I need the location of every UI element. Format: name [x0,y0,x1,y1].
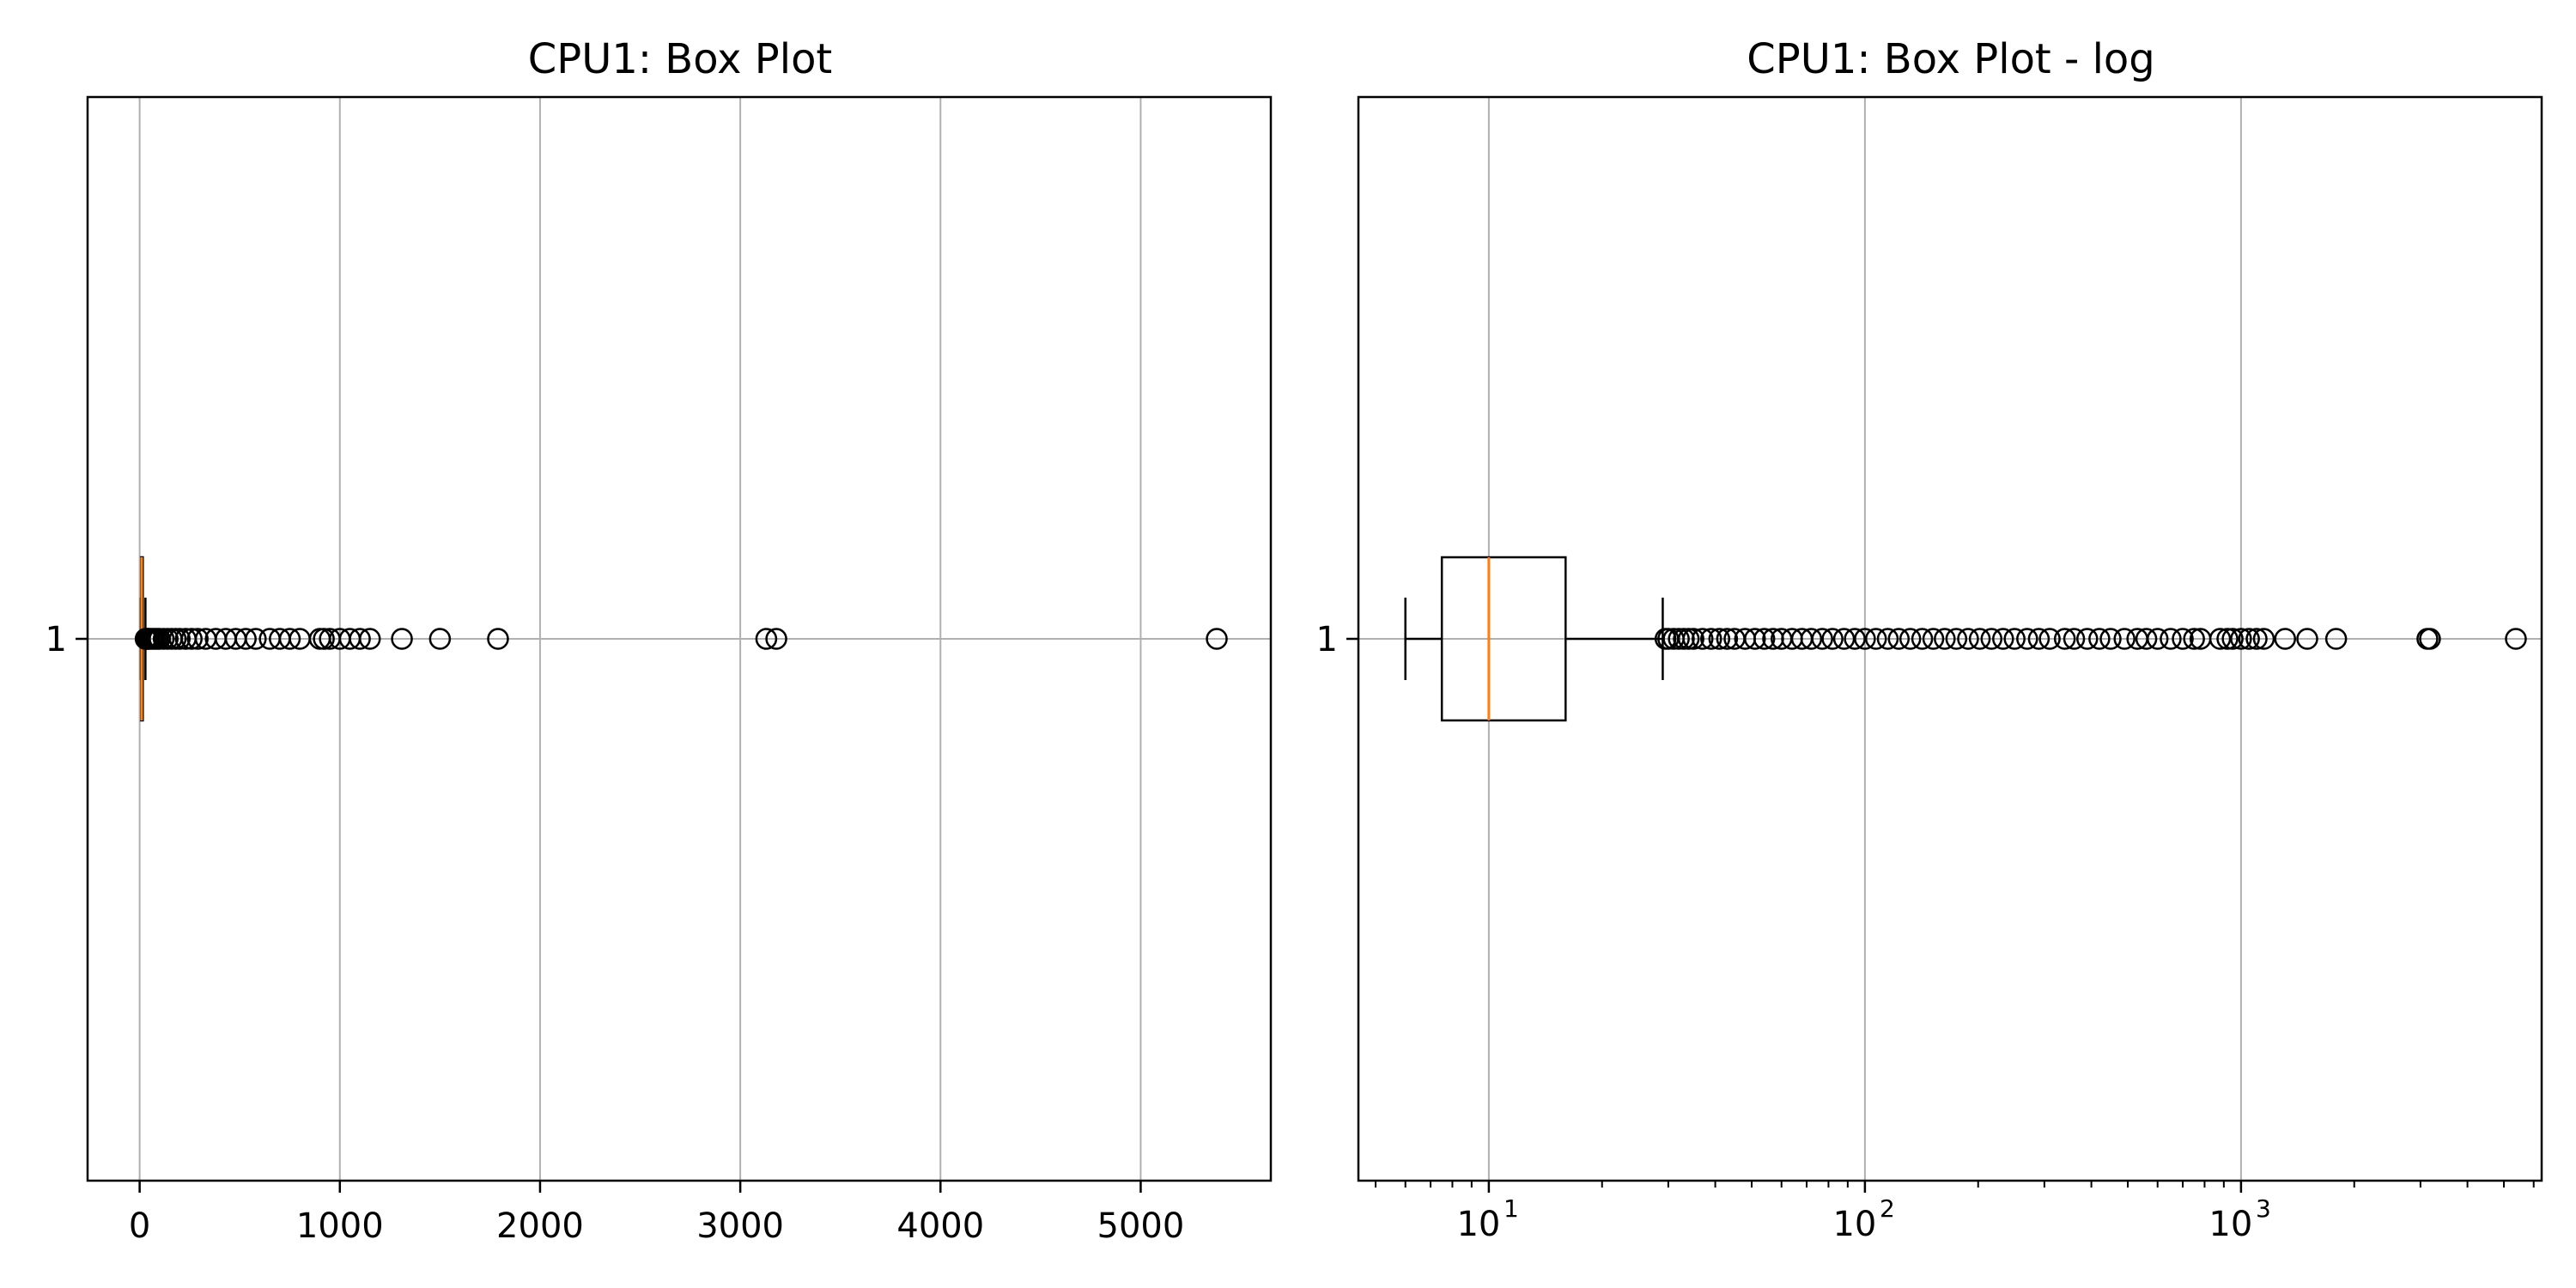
outlier-point [2076,628,2099,650]
outlier-point [1945,628,1968,650]
outlier-point [186,628,209,650]
x-tick-label: 5000 [1097,1206,1185,1246]
outlier-point [1876,628,1899,650]
outlier-point [1992,628,2014,650]
outlier-point [2216,628,2239,650]
outlier-point [487,628,509,650]
outlier-point [1980,628,2003,650]
iqr-box [1440,556,1567,722]
x-tick-label: 4000 [896,1206,984,1246]
outlier-point [1753,628,1776,650]
outlier-point [1800,628,1823,650]
outlier-point [180,628,203,650]
outlier-point [2274,628,2297,650]
outlier-point [1922,628,1945,650]
log-box-plot-panel: CPU1: Box Plot - log 10 1 10 2 10 31 [1316,35,2543,1244]
outlier-point [1854,628,1876,650]
outlier-point [1700,628,1722,650]
outlier-point [1865,628,1887,650]
outlier-point [765,628,787,650]
outlier-point [2238,628,2260,650]
outlier-point [2099,628,2122,650]
outlier-point [2063,628,2086,650]
outlier-point [1844,628,1866,650]
outlier-point [2016,628,2038,650]
outlier-point [1957,628,1979,650]
x-tick-exponent: 1 [1504,1194,1519,1223]
outlier-point [1668,628,1690,650]
outlier-point [2252,628,2275,650]
outlier-point [2027,628,2050,650]
outlier-point [2172,628,2194,650]
outlier-point [2419,628,2441,650]
outlier-point [2160,628,2182,650]
outlier-point [2505,628,2527,650]
outlier-point [1716,628,1739,650]
outlier-point [1682,628,1704,650]
y-tick-label: 1 [46,620,67,659]
outlier-point [2183,628,2205,650]
linear-box-plot-panel: CPU1: Box Plot 0 1000 2000 3000 4000 5000 1 [46,35,1273,1246]
outlier-point [2113,628,2136,650]
outlier-point [359,628,381,650]
x-tick-exponent: 3 [2256,1194,2271,1223]
outlier-point [245,628,267,650]
x-tick-label: 1000 [296,1206,384,1246]
outlier-point [1821,628,1844,650]
chart-title: CPU1: Box Plot - log [1747,35,2155,83]
outlier-point [1206,628,1228,650]
outlier-point [1887,628,1911,650]
outlier-point [1744,628,1766,650]
outlier-point [1832,628,1856,650]
outlier-point [755,628,778,650]
x-tick-label: 10 [1456,1205,1500,1244]
outlier-point [1968,628,1991,650]
outlier-point [278,628,301,650]
outlier-point [1811,628,1833,650]
outlier-point [1677,628,1700,650]
x-tick-label: 10 [2208,1205,2252,1244]
outlier-point [2038,628,2061,650]
x-tick-label: 3000 [696,1206,784,1246]
outlier-point [2088,628,2111,650]
outlier-point [428,628,452,650]
outlier-point [2003,628,2026,650]
outlier-point [1899,628,1922,650]
outlier-point [2230,628,2252,650]
outlier-point [349,628,371,650]
outlier-point [391,628,413,650]
x-tick-label: 10 [1832,1205,1876,1244]
outlier-point [2146,628,2169,650]
y-tick-label: 1 [1316,620,1338,659]
x-tick-label: 2000 [496,1206,584,1246]
outlier-point [2221,628,2244,650]
outlier-point [2245,628,2268,650]
outlier-point [2324,628,2348,650]
outlier-point [2208,628,2232,650]
outlier-point [2053,628,2076,650]
outlier-point [2135,628,2158,650]
chart-title: CPU1: Box Plot [528,35,833,83]
x-tick-exponent: 2 [1880,1194,1895,1223]
x-tick-label: 0 [129,1206,150,1246]
outlier-point [168,628,191,650]
outlier-point [2296,628,2318,650]
outlier-point [313,628,335,650]
outlier-point [234,628,257,650]
outlier-point [1708,628,1731,650]
outlier-point [1692,628,1714,650]
outlier-point [1934,628,1956,650]
outlier-point [1911,628,1934,650]
